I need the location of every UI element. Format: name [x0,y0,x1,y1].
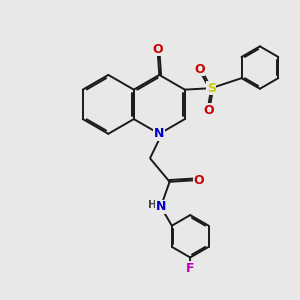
Text: O: O [193,174,204,187]
Text: F: F [186,262,194,275]
Text: H: H [148,200,156,210]
Text: N: N [154,127,164,140]
Text: O: O [194,62,205,76]
Text: O: O [203,104,214,117]
Text: O: O [152,43,163,56]
Text: N: N [156,200,166,213]
Text: S: S [207,82,216,95]
